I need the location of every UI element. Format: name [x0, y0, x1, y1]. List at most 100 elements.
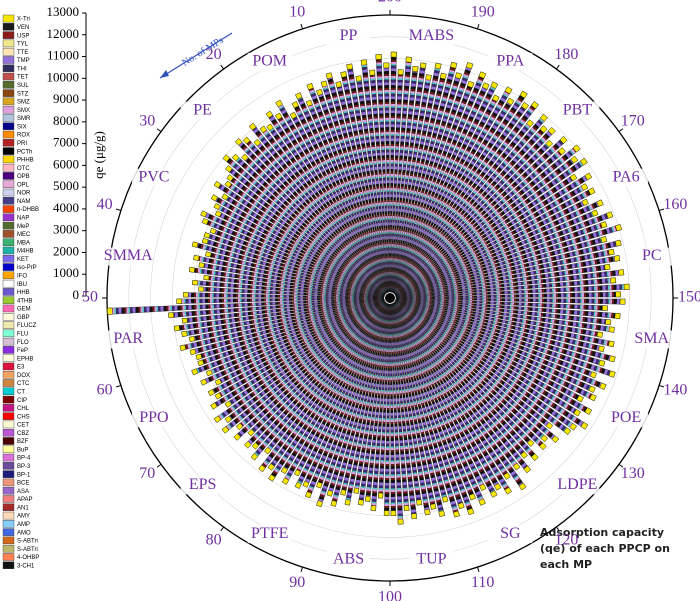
bar-cap [191, 368, 199, 376]
legend-label: MeP [17, 224, 29, 230]
legend-label: USP [17, 33, 29, 39]
grid-circle [324, 232, 456, 364]
bar-cap [599, 382, 607, 390]
bar-cap [563, 427, 572, 435]
group-label-bg [131, 409, 176, 428]
bar-cap [608, 340, 615, 348]
x-tick [658, 384, 665, 388]
legend-swatch [2, 304, 15, 313]
bar-cap [242, 136, 251, 145]
y-tick-label: 1000 [53, 265, 79, 280]
bar-cap [604, 264, 611, 271]
bar-cap [478, 71, 487, 79]
group-label-bg [180, 101, 225, 120]
x-tick-label: 60 [97, 381, 113, 398]
bar-cap [222, 154, 231, 162]
x-tick [300, 566, 304, 573]
bar-cap [335, 81, 342, 88]
bar-cap [268, 474, 276, 482]
y-tick-label: 4000 [53, 200, 79, 215]
bar-cap [572, 144, 581, 153]
bar-cap [479, 483, 487, 491]
legend-label: TMP [17, 58, 30, 64]
legend-swatch [2, 23, 15, 31]
bar-cap [521, 102, 529, 110]
legend-swatch [2, 346, 15, 354]
bar-cap [512, 462, 521, 471]
legend-label: HHB [17, 290, 30, 296]
legend-swatch [2, 354, 15, 362]
legend-label: EPHB [17, 356, 33, 362]
legend-swatch [2, 387, 15, 396]
group-label: MABS [409, 27, 454, 44]
bar-cap [576, 395, 584, 403]
bar-cap [264, 447, 272, 455]
bar-cap [201, 218, 209, 225]
y-tick-label: 9000 [53, 91, 79, 106]
bar-cap [346, 63, 353, 70]
bar-cap [457, 502, 465, 510]
bar-cap [523, 465, 532, 474]
x-tick-label: 40 [97, 196, 113, 213]
group-label-bg [326, 550, 371, 569]
legend-label: SMX [17, 108, 30, 114]
legend-label: X-Tri [17, 17, 30, 23]
legend-swatch [2, 89, 15, 97]
legend-label: CTC [17, 381, 30, 387]
bar-cap [251, 442, 260, 450]
y-tick-label: 7000 [53, 135, 79, 150]
bar-cap [203, 232, 211, 239]
group-label-bg [604, 168, 649, 187]
legend-label: FLO [17, 340, 29, 346]
bar-cap [280, 466, 288, 474]
bar-cap [213, 415, 222, 423]
bar-cap [467, 80, 475, 88]
x-tick [220, 526, 225, 532]
group-label-bg [247, 525, 292, 544]
legend-label: M4HB [17, 249, 34, 255]
bar-cap [596, 331, 603, 338]
bar-cap [412, 65, 419, 72]
legend-label: iso-PrP [17, 265, 37, 271]
legend-label: PRI [17, 141, 27, 147]
bar-cap [482, 82, 490, 90]
y-tick-label: 6000 [53, 156, 79, 171]
bar-cap [181, 330, 188, 337]
legend-label: 3-CH1 [17, 563, 35, 569]
bar-cap [441, 495, 449, 503]
bar-cap [355, 75, 362, 82]
legend-swatch [2, 544, 15, 553]
legend-swatch [2, 205, 15, 213]
legend-label: OPB [17, 174, 30, 180]
group-label-bg [629, 247, 674, 266]
bar-cap [619, 298, 626, 305]
legend-label: BP-4 [17, 456, 31, 462]
bar-cap [608, 355, 616, 363]
legend-swatch [2, 188, 15, 197]
bar-cap [438, 510, 446, 517]
legend-swatch [2, 105, 15, 114]
bar-cap [530, 101, 539, 109]
group-label: POE [611, 409, 641, 426]
bar-cap [250, 452, 259, 461]
legend-swatch [2, 163, 15, 172]
bar-cap [589, 393, 597, 402]
bar-cap [360, 59, 368, 66]
legend-swatch [2, 39, 15, 48]
bar-cap [390, 51, 397, 58]
bar-cap [615, 224, 622, 232]
bar-cap [478, 498, 486, 506]
legend-swatch [2, 321, 15, 329]
x-tick-label: 10 [289, 3, 305, 20]
legend-label: KET [17, 257, 29, 263]
legend-label: FLUCZ [17, 323, 37, 329]
grid-circle [259, 167, 521, 429]
legend-label: 4-OHBP [17, 555, 39, 561]
legend-swatch [2, 122, 15, 130]
bar-cap [224, 180, 232, 188]
legend-label: SUL [17, 83, 29, 89]
legend-swatch [2, 172, 15, 180]
grid-circle [150, 58, 630, 538]
bar-cap [614, 312, 621, 319]
legend-label: BZF [17, 439, 29, 445]
